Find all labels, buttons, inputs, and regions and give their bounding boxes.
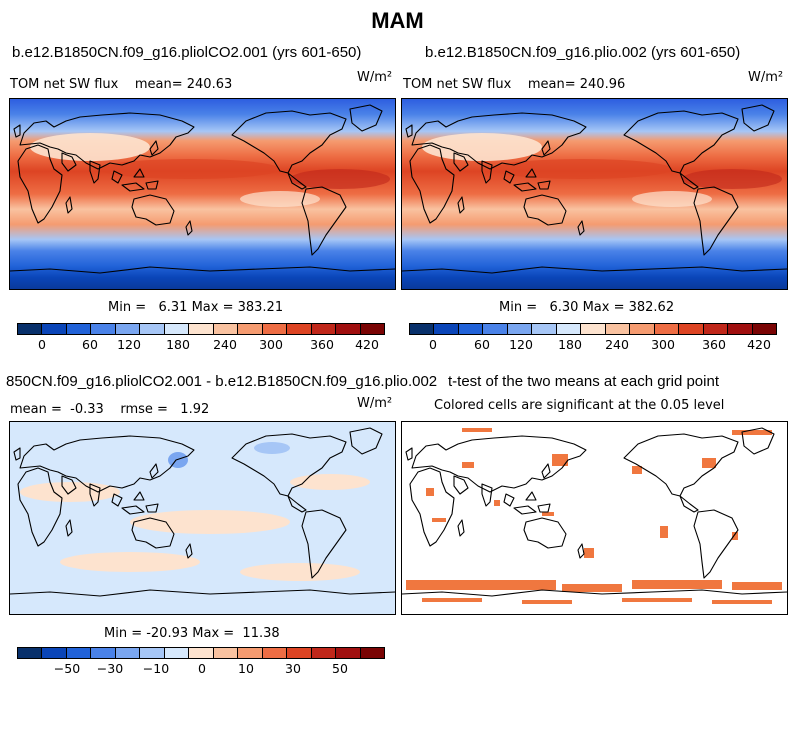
map-top-right — [401, 98, 788, 290]
colorbar-label: 360 — [702, 337, 726, 352]
colorbar-swatch — [311, 648, 337, 658]
colorbar-swatch — [262, 324, 288, 334]
colorbar-swatch — [654, 324, 680, 334]
colorbar-label: −10 — [142, 661, 170, 676]
colorbar-swatch — [238, 648, 263, 658]
colorbar-swatch — [213, 324, 239, 334]
colorbar-label: 60 — [474, 337, 490, 352]
colorbar-swatch — [18, 648, 43, 658]
colorbar-label: 300 — [651, 337, 675, 352]
colorbar-swatch — [213, 648, 239, 658]
panel-title-top-right: b.e12.B1850CN.f09_g16.plio.002 (yrs 601-… — [425, 44, 741, 61]
panel-title-top-left: b.e12.B1850CN.f09_g16.pliolCO2.001 (yrs … — [12, 44, 362, 61]
bottom-left-units: W/m² — [357, 396, 393, 411]
bottom-right-subtitle: Colored cells are significant at the 0.0… — [434, 398, 725, 413]
colorbar-label: 360 — [310, 337, 334, 352]
bottom-left-stat-label: mean = -0.33 rmse = 1.92 — [10, 402, 210, 417]
colorbar-label: 420 — [355, 337, 379, 352]
colorbar-swatch — [91, 324, 116, 334]
top-left-stat-label: TOM net SW flux mean= 240.63 — [10, 77, 233, 92]
colorbar-label: 50 — [332, 661, 348, 676]
colorbar-label: 30 — [285, 661, 301, 676]
colorbar-label: 240 — [605, 337, 629, 352]
colorbar-label: −50 — [53, 661, 81, 676]
colorbar-swatch — [458, 324, 484, 334]
colorbar-swatch — [115, 324, 141, 334]
colorbar-swatch — [287, 324, 312, 334]
colorbar-label: 10 — [238, 661, 254, 676]
colorbar-label: 300 — [259, 337, 283, 352]
colorbar-swatch — [410, 324, 435, 334]
colorbar-label: −30 — [96, 661, 124, 676]
top-left-units: W/m² — [357, 70, 393, 85]
colorbar-swatch — [311, 324, 337, 334]
colorbar-swatch — [140, 324, 165, 334]
colorbar-swatch — [66, 648, 92, 658]
colorbar-label: 180 — [166, 337, 190, 352]
top-left-minmax: Min = 6.31 Max = 383.21 — [108, 300, 284, 315]
page-title: MAM — [371, 8, 424, 33]
colorbar-swatch — [507, 324, 533, 334]
colorbar-swatch — [728, 324, 753, 334]
colorbar-label: 120 — [117, 337, 141, 352]
colorbar-swatch — [483, 324, 508, 334]
colorbar-swatch — [679, 324, 704, 334]
colorbar-swatch — [287, 648, 312, 658]
colorbar-swatch — [556, 324, 582, 334]
colorbar-swatch — [66, 324, 92, 334]
colorbar-swatch — [189, 324, 214, 334]
colorbar-swatch — [91, 648, 116, 658]
colorbar-label: 120 — [509, 337, 533, 352]
colorbar-swatch — [164, 648, 190, 658]
colorbar-swatch — [115, 648, 141, 658]
colorbar-top-right — [409, 323, 777, 335]
colorbar-swatch — [336, 648, 361, 658]
colorbar-swatch — [360, 324, 385, 334]
colorbar-label: 240 — [213, 337, 237, 352]
top-right-minmax: Min = 6.30 Max = 382.62 — [499, 300, 675, 315]
colorbar-label: 0 — [198, 661, 206, 676]
colorbar-swatch — [238, 324, 263, 334]
colorbar-swatch — [532, 324, 557, 334]
map-bottom-left — [9, 421, 396, 615]
colorbar-swatch — [18, 324, 43, 334]
colorbar-swatch — [752, 324, 777, 334]
colorbar-swatch — [630, 324, 655, 334]
map-bottom-right — [401, 421, 788, 615]
map-top-left — [9, 98, 396, 290]
colorbar-swatch — [336, 324, 361, 334]
colorbar-swatch — [605, 324, 631, 334]
panel-title-bottom-right: t-test of the two means at each grid poi… — [448, 373, 719, 390]
colorbar-label: 180 — [558, 337, 582, 352]
colorbar-swatch — [434, 324, 459, 334]
colorbar-swatch — [360, 648, 385, 658]
top-right-units: W/m² — [748, 70, 784, 85]
colorbar-swatch — [42, 324, 67, 334]
colorbar-bottom-left — [17, 647, 385, 659]
colorbar-label: 0 — [429, 337, 437, 352]
colorbar-swatch — [164, 324, 190, 334]
panel-title-bottom-left: 850CN.f09_g16.pliolCO2.001 - b.e12.B1850… — [6, 373, 438, 390]
colorbar-top-left — [17, 323, 385, 335]
bottom-left-minmax: Min = -20.93 Max = 11.38 — [104, 626, 280, 641]
colorbar-swatch — [703, 324, 729, 334]
colorbar-swatch — [189, 648, 214, 658]
colorbar-label: 420 — [747, 337, 771, 352]
top-right-stat-label: TOM net SW flux mean= 240.96 — [403, 77, 626, 92]
colorbar-swatch — [262, 648, 288, 658]
colorbar-swatch — [581, 324, 606, 334]
colorbar-label: 0 — [38, 337, 46, 352]
colorbar-label: 60 — [82, 337, 98, 352]
colorbar-swatch — [140, 648, 165, 658]
colorbar-swatch — [42, 648, 67, 658]
